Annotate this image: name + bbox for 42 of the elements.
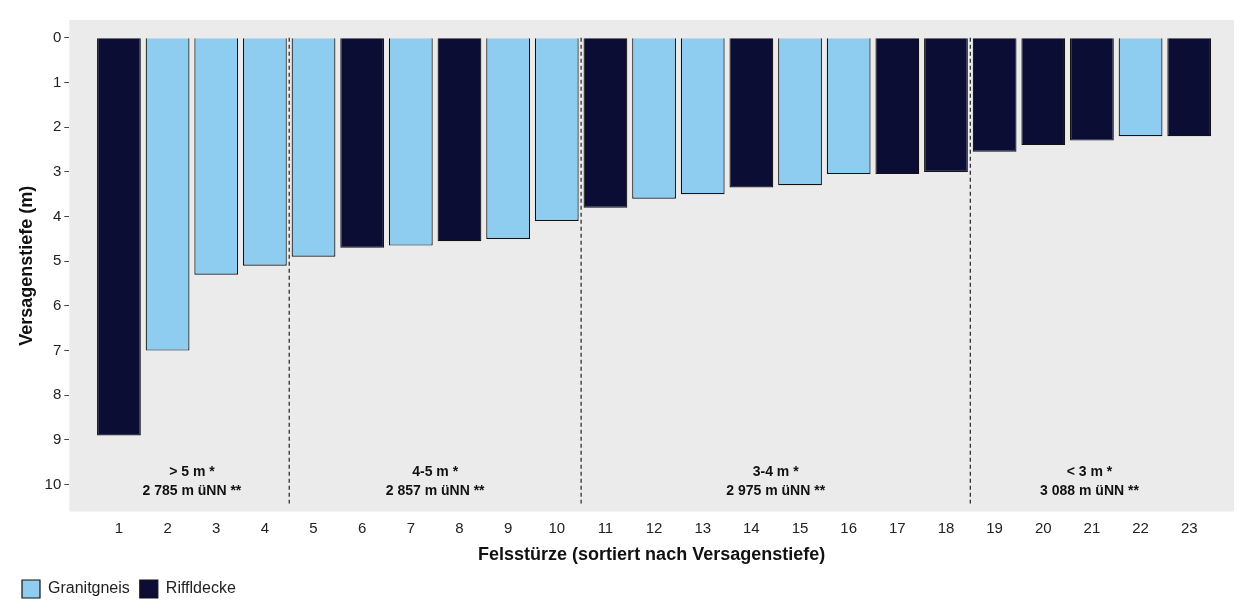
x-tick-label: 3 <box>212 518 221 536</box>
y-tick-label: 4 <box>52 206 62 224</box>
x-tick-label: 21 <box>1083 518 1101 536</box>
x-tick-label: 18 <box>937 518 955 536</box>
legend-label: Riffldecke <box>165 579 236 597</box>
y-tick-label: 3 <box>52 162 62 180</box>
x-tick-label: 5 <box>309 518 318 536</box>
annotation: < 3 m * 3 088 m üNN ** <box>1040 462 1140 498</box>
y-tick-label: 1 <box>52 72 62 90</box>
y-tick-label: 6 <box>52 296 62 314</box>
x-tick-label: 6 <box>358 518 367 536</box>
x-tick-label: 14 <box>743 518 760 536</box>
annotation: 3-4 m * 2 975 m üNN ** <box>726 462 826 498</box>
x-tick-label: 12 <box>645 518 663 536</box>
x-tick-label: 16 <box>840 518 858 536</box>
y-tick-label: 2 <box>52 117 62 135</box>
x-tick-label: 15 <box>791 518 809 536</box>
x-tick-label: 11 <box>597 518 614 536</box>
legend-label: Granitgneis <box>48 579 130 597</box>
y-tick-label: 5 <box>52 251 62 269</box>
x-tick-label: 7 <box>406 518 415 536</box>
x-tick-label: 1 <box>114 518 124 536</box>
y-tick-label: 10 <box>44 474 62 492</box>
x-tick-label: 19 <box>986 518 1003 536</box>
x-tick-label: 20 <box>1034 518 1052 536</box>
y-axis-title: Versagenstiefe (m) <box>15 185 36 346</box>
x-tick-label: 10 <box>548 518 566 536</box>
y-tick-label: 9 <box>52 430 62 448</box>
annotation: 4-5 m * 2 857 m üNN ** <box>385 462 486 498</box>
y-tick-label: 8 <box>52 385 62 403</box>
y-tick-label: 0 <box>52 28 62 46</box>
x-tick-label: 2 <box>163 518 172 536</box>
x-tick-label: 17 <box>888 518 906 536</box>
annotation: > 5 m * 2 785 m üNN ** <box>142 462 242 498</box>
x-tick-label: 9 <box>503 518 513 536</box>
x-tick-label: 23 <box>1180 518 1198 536</box>
x-tick-label: 8 <box>455 518 464 536</box>
x-tick-label: 13 <box>694 518 712 536</box>
x-tick-label: 22 <box>1132 518 1149 536</box>
x-axis-title: Felsstürze (sortiert nach Versagenstiefe) <box>478 544 826 565</box>
y-tick-label: 7 <box>52 340 62 358</box>
x-tick-label: 4 <box>260 518 270 536</box>
